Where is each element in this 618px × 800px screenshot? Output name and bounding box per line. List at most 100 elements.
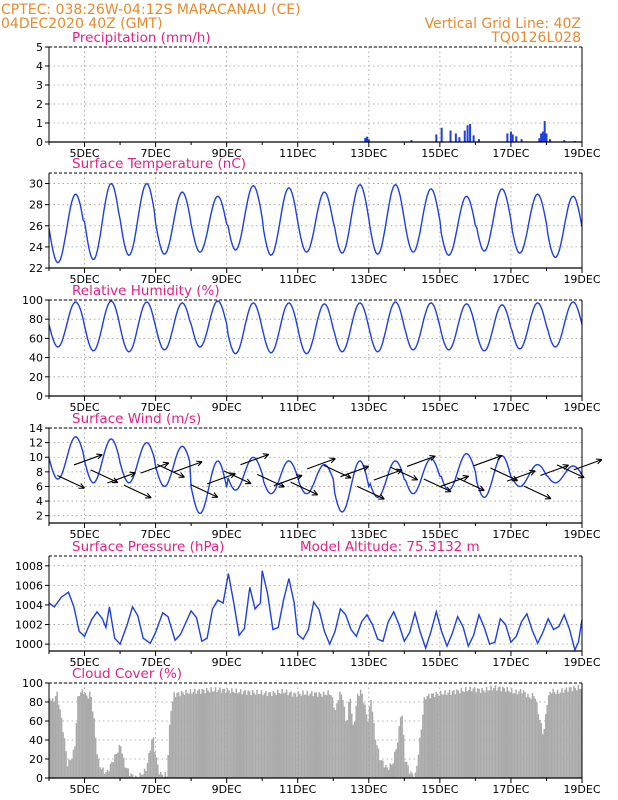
cloud-bar xyxy=(91,711,94,778)
wind-arrowhead xyxy=(262,453,270,460)
cloud-bar xyxy=(442,694,445,778)
wind-vector xyxy=(406,455,436,467)
cloud-bar xyxy=(570,687,572,778)
cloud-bar xyxy=(343,706,346,778)
x-tick-label: 15DEC xyxy=(421,528,458,541)
panel-humidity: 0 20 40 60 80 100 5DEC 7DEC 9DEC 11DEC 13DEC 15DEC 1… xyxy=(22,283,601,414)
cloud-bar xyxy=(174,696,177,778)
cloud-bar xyxy=(373,722,375,778)
cloud-bar xyxy=(396,742,399,778)
cloud-bar xyxy=(253,692,255,778)
cloud-bar xyxy=(422,714,424,778)
cloud-bar xyxy=(205,687,208,778)
cloud-bar xyxy=(312,696,315,778)
header-model-code: TQ0126L028 xyxy=(490,30,581,46)
x-tick-label: 5DEC xyxy=(69,528,99,541)
wind-vector xyxy=(140,462,169,474)
cloud-bar xyxy=(358,696,360,778)
cloud-bar xyxy=(170,710,172,778)
cloud-bar xyxy=(574,688,577,778)
cloud-bar xyxy=(102,767,104,778)
x-tick-label: 9DEC xyxy=(212,147,242,160)
cloud-bar xyxy=(290,691,292,778)
cloud-bar xyxy=(195,693,198,778)
cloud-bar xyxy=(191,693,193,778)
cloud-bar xyxy=(470,691,473,778)
x-tick-label: 17DEC xyxy=(492,656,529,669)
y-tick-label: 100 xyxy=(22,677,43,690)
wind-vector xyxy=(556,464,585,479)
wind-arrowhead xyxy=(129,471,136,478)
precip-bar xyxy=(466,125,469,142)
cloud-bar xyxy=(533,695,535,778)
cloud-bar xyxy=(340,694,343,778)
cloud-bar xyxy=(165,776,168,778)
cloud-bar xyxy=(547,695,550,778)
cloud-bar xyxy=(123,757,125,778)
y-tick-label: 60 xyxy=(29,332,43,345)
cloud-bar xyxy=(510,688,513,778)
cloud-bar xyxy=(160,771,162,778)
cloud-bar xyxy=(420,729,423,778)
precip-bar xyxy=(506,133,509,142)
cloud-bar xyxy=(328,694,331,778)
wind-vector xyxy=(323,464,352,479)
cloud-bar xyxy=(214,687,217,778)
y-tick-label: 20 xyxy=(29,753,43,766)
y-tick-label: 1000 xyxy=(15,638,43,651)
cloud-bar xyxy=(269,691,272,778)
cloud-bar xyxy=(540,723,543,778)
cloud-bar xyxy=(359,689,362,778)
cloud-bar xyxy=(401,715,403,778)
y-tick-label: 1 xyxy=(36,117,43,130)
cloud-bar xyxy=(106,769,109,778)
x-tick-label: 11DEC xyxy=(279,656,316,669)
cloud-bar xyxy=(516,694,519,778)
cloud-bar xyxy=(490,685,492,778)
cloud-bar xyxy=(316,696,319,778)
cloud-bar xyxy=(472,688,474,778)
cloud-bar xyxy=(416,765,418,778)
cloud-bar xyxy=(383,767,386,778)
wind-vector xyxy=(123,484,152,499)
cloud-bar xyxy=(451,690,454,778)
cloud-bar xyxy=(429,698,432,778)
wind-arrowhead xyxy=(145,492,152,499)
wind-arrowhead xyxy=(478,485,485,492)
cloud-bar xyxy=(430,693,433,778)
cloud-bar xyxy=(297,691,300,778)
precip-bar xyxy=(520,139,523,142)
cloud-bar xyxy=(294,693,297,778)
cloud-bar xyxy=(537,714,540,778)
wind-vector xyxy=(107,472,136,484)
cloud-bar xyxy=(337,700,340,778)
x-tick-label: 19DEC xyxy=(563,273,600,286)
cloud-bar xyxy=(109,763,112,778)
cloud-bar xyxy=(568,687,571,778)
x-tick-label: 17DEC xyxy=(492,147,529,160)
wind-arrowhead xyxy=(595,458,603,465)
cloud-bar xyxy=(111,761,113,778)
cloud-bar xyxy=(494,685,497,778)
y-tick-label: 10 xyxy=(29,451,43,464)
cloud-bar xyxy=(348,702,350,778)
wind-vector xyxy=(207,473,236,485)
x-tick-label: 13DEC xyxy=(350,528,387,541)
cloud-bar xyxy=(456,689,458,778)
cloud-bar xyxy=(436,693,439,778)
cloud-bar xyxy=(185,689,187,778)
cloud-bar xyxy=(389,763,392,778)
cloud-bar xyxy=(425,699,427,778)
cloud-bar xyxy=(140,775,143,778)
y-tick-label: 0 xyxy=(36,772,43,785)
cloud-bar xyxy=(485,686,488,778)
precip-bar xyxy=(543,121,546,142)
cloud-bar xyxy=(376,745,378,778)
cloud-bar xyxy=(207,690,209,778)
cloud-bar xyxy=(410,771,412,778)
cloud-bar xyxy=(99,767,101,778)
cloud-bar xyxy=(93,718,95,778)
wind-arrowhead xyxy=(444,486,452,493)
cloud-bar xyxy=(405,762,408,778)
cloud-bar xyxy=(404,761,406,778)
